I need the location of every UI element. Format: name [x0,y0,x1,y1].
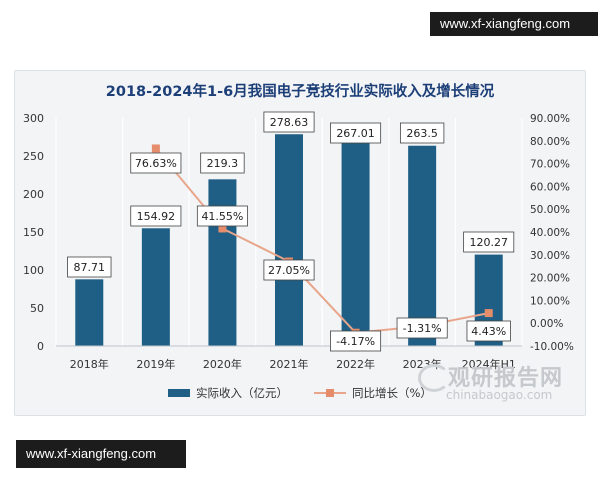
legend-label-bar: 实际收入（亿元） [196,386,288,400]
y-left-tick-label: 200 [23,188,44,201]
y-right-tick-label: 40.00% [530,227,570,239]
watermark-bottom: www.xf-xiangfeng.com [16,440,186,468]
y-right-tick-label: 90.00% [530,113,570,125]
legend-swatch-marker [326,389,334,397]
x-tick-label: 2024年H1 [462,357,516,371]
y-right-tick-label: 80.00% [530,136,570,148]
y-left-tick-label: 250 [23,150,44,163]
bar [275,134,303,346]
y-right-tick-label: -10.00% [530,341,574,353]
growth-value-label-box [263,259,315,281]
legend-label-line: 同比增长（%） [352,386,432,400]
y-right-tick-label: 20.00% [530,273,570,285]
growth-value-label-box [130,152,182,174]
x-tick-label: 2022年 [336,357,375,371]
bar-value-label-box [130,205,182,227]
site-logo: 观研报告网 chinabaogao.com [412,360,592,410]
logo-text-cn: 观研报告网 [448,366,564,391]
bar [208,179,237,346]
bar-value-label-box [200,152,245,174]
logo-text-en: chinabaogao.com [446,388,553,402]
bar-value-label: 278.63 [270,116,309,129]
legend-swatch-bar [168,389,190,397]
y-left-tick-label: 0 [37,340,44,353]
bar-value-label: 267.01 [336,127,375,140]
bar-value-label: 154.92 [137,210,176,223]
growth-value-label-box [466,320,511,342]
growth-value-label: -1.31% [403,322,442,335]
y-right-tick-label: 30.00% [530,250,570,262]
growth-value-label-box [196,205,248,227]
growth-value-label: 76.63% [135,157,177,170]
bar-value-label-box [330,122,382,144]
watermark-top: www.xf-xiangfeng.com [430,12,598,36]
bar [141,228,170,346]
growth-value-label-box [396,317,448,339]
bar-value-label: 120.27 [469,236,508,249]
bar [341,143,370,346]
y-left-tick-label: 150 [23,226,44,239]
x-tick-label: 2018年 [70,357,109,371]
growth-value-label: 4.43% [471,325,506,338]
bar-value-label: 263.5 [406,127,438,140]
growth-marker [151,144,160,153]
growth-value-label: 41.55% [201,210,243,223]
y-left-tick-label: 50 [30,302,44,315]
x-tick-label: 2021年 [270,357,309,371]
bar-value-label-box [463,231,515,253]
bar-value-label: 87.71 [74,261,106,274]
y-right-tick-label: 10.00% [530,295,570,307]
bar [408,145,437,346]
y-right-tick-label: 0.00% [530,318,563,330]
x-tick-label: 2020年 [203,357,242,371]
logo-swoosh-icon [418,364,450,392]
bar-value-label-box [67,256,112,278]
y-right-tick-label: 70.00% [530,159,570,171]
growth-value-label-box [330,330,382,352]
growth-value-label: 27.05% [268,264,310,277]
y-right-tick-label: 50.00% [530,204,570,216]
bar-value-label-box [399,122,445,144]
bar [75,279,104,346]
y-left-tick-label: 100 [23,264,44,277]
chart-title: 2018-2024年1-6月我国电子竞技行业实际收入及增长情况 [106,82,495,100]
bar-value-label-box [263,111,315,133]
x-tick-label: 2019年 [136,357,175,371]
y-left-tick-label: 300 [23,112,44,125]
growth-value-label: -4.17% [336,335,375,348]
growth-marker [218,224,227,233]
growth-marker [484,309,493,318]
bar-value-label: 219.3 [207,157,239,170]
y-right-tick-label: 60.00% [530,181,570,193]
